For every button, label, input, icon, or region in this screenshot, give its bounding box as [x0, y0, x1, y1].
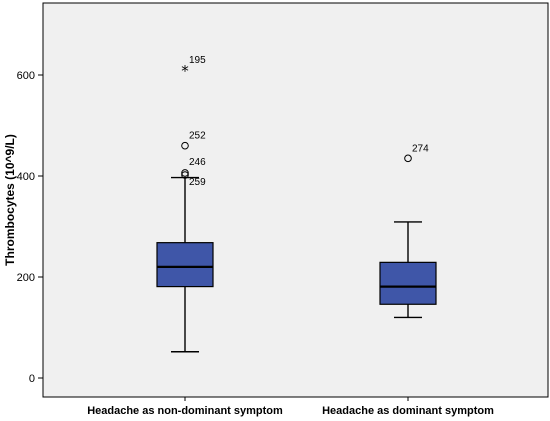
- plot-area: [42, 2, 549, 398]
- y-tick-label: 400: [17, 171, 35, 183]
- outlier-point: [181, 141, 189, 150]
- outlier-star: *: [181, 62, 189, 80]
- y-tick-label: 600: [17, 70, 35, 82]
- y-axis-title: Thrombocytes (10^9/L): [3, 134, 17, 266]
- outlier-label: 195: [189, 55, 206, 66]
- iqr-box: [379, 261, 437, 305]
- outlier-label: 259: [189, 177, 206, 188]
- x-category-label: Headache as non-dominant symptom: [87, 405, 283, 417]
- iqr-box: [156, 242, 214, 288]
- outlier-point: [181, 171, 189, 179]
- x-category-label: Headache as dominant symptom: [322, 405, 494, 417]
- outlier-label: 246: [189, 157, 206, 168]
- y-tick-label: 200: [17, 272, 35, 284]
- y-tick-label: 0: [29, 373, 35, 385]
- outlier-point: [181, 169, 189, 177]
- outlier-point: [404, 154, 412, 163]
- outlier-label: 274: [412, 143, 429, 154]
- outlier-label: 252: [189, 131, 206, 142]
